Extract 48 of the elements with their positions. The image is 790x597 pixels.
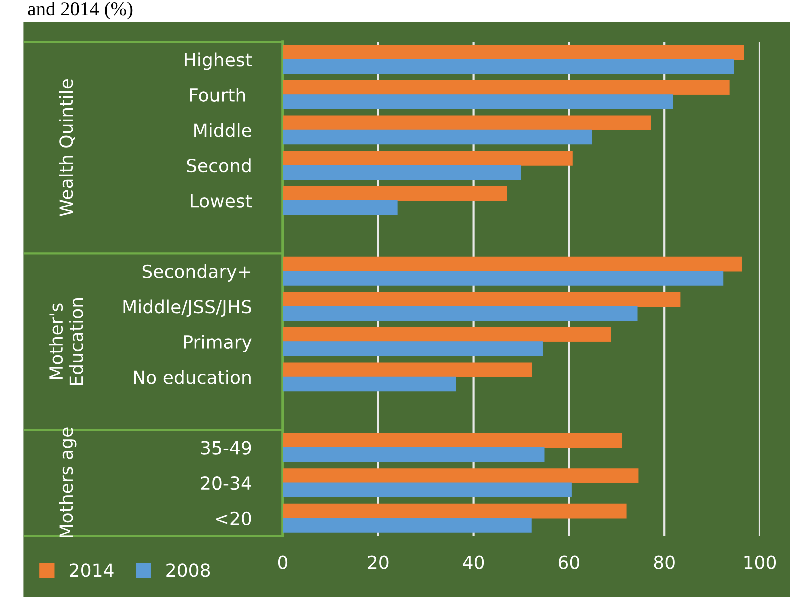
bar [283, 362, 532, 378]
x-tick-label: 0 [278, 556, 288, 570]
bar [283, 504, 627, 519]
bar [283, 468, 639, 484]
bar [283, 433, 622, 448]
y-tick-label: 35-49 [201, 441, 252, 455]
y-tick-label: Highest [185, 52, 252, 70]
bar [283, 327, 612, 342]
text: Wealth Quintile [59, 80, 76, 217]
bar [283, 342, 544, 356]
bar [283, 306, 638, 322]
bar [283, 186, 508, 202]
bar [283, 271, 724, 286]
text: and 2014 (%) [28, 2, 133, 20]
x-tick-label: 40 [463, 556, 484, 570]
bar [283, 45, 744, 60]
y-tick-label: Middle [194, 123, 252, 138]
bar [283, 447, 545, 462]
text: Mother's Education [49, 298, 84, 386]
bar [283, 256, 742, 272]
legend-label: 2008 [166, 564, 210, 578]
bar [283, 482, 572, 498]
text: Mothers age [59, 428, 77, 538]
bar [283, 200, 398, 216]
bar [283, 292, 681, 307]
bar [283, 165, 522, 180]
y-tick-label: Middle/JSS/JHS [124, 300, 252, 318]
y-tick-label: Primary [184, 335, 252, 353]
bar [283, 376, 456, 392]
bar [283, 80, 730, 96]
bar [283, 116, 652, 131]
y-tick-label: <20 [216, 512, 252, 526]
x-tick-label: 60 [558, 556, 580, 570]
y-tick-label: Fourth [190, 88, 246, 102]
y-tick-label: Second [187, 158, 251, 173]
legend-label: 2014 [70, 564, 114, 578]
bar [283, 151, 573, 166]
bar [283, 94, 674, 110]
y-tick-label: Secondary+ [142, 264, 251, 282]
y-tick-label: No education [134, 370, 251, 384]
bar [283, 59, 734, 74]
y-tick-label: Lowest [191, 194, 252, 208]
x-tick-label: 100 [744, 556, 776, 570]
x-tick-label: 80 [654, 556, 675, 570]
bar [283, 130, 592, 145]
x-tick-label: 20 [368, 556, 389, 570]
y-tick-label: 20-34 [201, 476, 252, 490]
bar [283, 518, 532, 533]
